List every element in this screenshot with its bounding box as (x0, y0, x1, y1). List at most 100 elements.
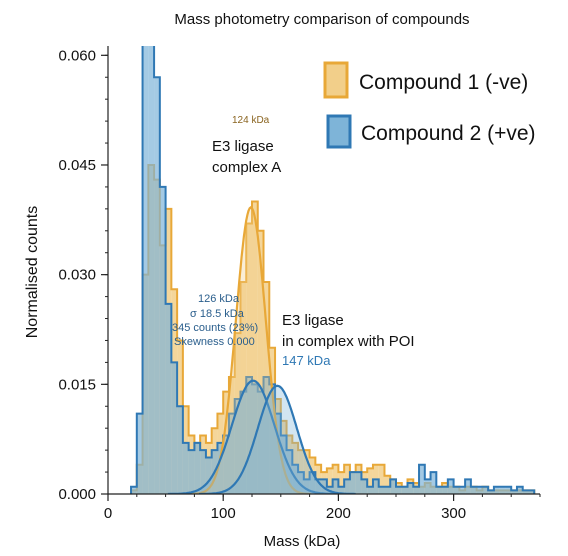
histogram-bar (240, 281, 247, 494)
histogram-bar (159, 186, 166, 494)
fit-area-2 (167, 380, 339, 494)
y-tick-label: 0.060 (58, 47, 96, 64)
histogram-bar (194, 442, 201, 494)
histogram-bar (269, 384, 276, 494)
histogram-bar (413, 486, 420, 494)
histogram-bar (407, 483, 414, 494)
histogram-bar (246, 223, 252, 494)
x-tick-label: 100 (211, 505, 236, 522)
histogram-bar (505, 486, 512, 494)
histogram-bar (315, 479, 322, 494)
histogram-bar (401, 486, 408, 494)
fit-mass-label: 126 kDa (198, 293, 240, 305)
histogram-bar (286, 450, 293, 494)
legend: Compound 1 (-ve) Compound 2 (+ve) (323, 61, 536, 149)
histogram-bar (188, 450, 195, 494)
histogram-bar (257, 230, 264, 494)
series-2 (130, 46, 536, 494)
fit-counts-label: 345 counts (23%) (172, 322, 258, 334)
histogram-bar (217, 442, 224, 494)
histogram-bar (499, 486, 506, 494)
histogram-bar (240, 391, 247, 494)
histogram-bar (436, 486, 443, 494)
fit-curve-2 (167, 379, 339, 494)
fit-curve-1 (190, 206, 311, 494)
y-axis-label: Normalised counts (24, 206, 41, 339)
histogram-bar (263, 377, 270, 494)
histogram-bar (275, 413, 281, 494)
legend-swatch-compound-1 (323, 61, 349, 99)
complex-a-label-line1: E3 ligase (212, 138, 274, 155)
y-tick-label: 0.015 (58, 376, 96, 393)
histogram-bar (177, 406, 183, 494)
histogram-bar (482, 486, 489, 494)
histogram-bar (361, 479, 368, 494)
legend-swatch-compound-2 (326, 114, 352, 149)
histogram-bar (223, 435, 229, 494)
x-tick-label: 300 (441, 505, 466, 522)
x-tick-label: 200 (326, 505, 351, 522)
histogram-bar (182, 442, 189, 494)
y-tick-label: 0.000 (58, 486, 96, 503)
histogram-bar (378, 464, 385, 494)
histogram-bar (493, 486, 500, 494)
legend-label-compound-1: Compound 1 (-ve) (359, 71, 528, 94)
chart-title: Mass photometry comparison of compounds (174, 11, 469, 28)
histogram-bar (516, 486, 523, 494)
histogram-bar (367, 486, 373, 494)
histogram-bar (131, 486, 137, 494)
histogram-bar (396, 486, 402, 494)
fit-area-3 (199, 385, 356, 494)
x-tick-label: 0 (104, 505, 112, 522)
histogram-bar (252, 201, 258, 494)
histogram-bar (298, 472, 304, 494)
fit-skewness-label: Skewness 0.000 (174, 336, 255, 348)
histogram-bar (424, 479, 431, 494)
poi-label-line1: E3 ligase (282, 312, 344, 329)
y-tick-label: 0.030 (58, 267, 96, 284)
histogram-bar (246, 377, 252, 494)
annotations: 124 kDa E3 ligase complex A 126 kDa σ 18… (172, 115, 415, 368)
fit-curve-3 (199, 384, 356, 494)
histogram-bar (309, 472, 316, 494)
histogram-bar (154, 77, 160, 494)
histogram-bar (142, 46, 149, 494)
histogram-bar (453, 486, 460, 494)
histogram-bar (476, 486, 483, 494)
histogram-bar (419, 464, 425, 494)
legend-label-compound-2: Compound 2 (+ve) (361, 122, 536, 145)
histogram-bar (372, 479, 379, 494)
histogram-bar (430, 472, 437, 494)
histogram-bar (344, 479, 350, 494)
histogram-bar (470, 486, 477, 494)
histogram-bar (488, 490, 494, 494)
histogram-bar (465, 479, 471, 494)
y-tick-label: 0.045 (58, 157, 96, 174)
histogram-bar (522, 490, 529, 494)
histogram-outline (130, 46, 536, 494)
histogram-bar (378, 486, 385, 494)
histogram-bar (447, 479, 454, 494)
histogram-bar (442, 486, 448, 494)
histogram-bar (384, 486, 391, 494)
histogram-bar (200, 450, 206, 494)
histogram-bar (303, 450, 310, 494)
peak-label-124: 124 kDa (232, 115, 270, 126)
axes: 0.000 0.015 0.030 0.045 0.060 0 100 200 300 (58, 46, 541, 522)
histogram-bar (165, 303, 172, 494)
histogram-bar (384, 475, 391, 494)
histogram-bar (257, 391, 264, 494)
complex-a-label-line2: complex A (212, 159, 281, 176)
x-axis-label: Mass (kDa) (264, 533, 341, 550)
histogram-bar (332, 479, 339, 494)
histogram-bar (205, 457, 212, 494)
histogram-bar (367, 468, 373, 494)
histogram-bar (528, 490, 535, 494)
histogram-bar (338, 486, 345, 494)
fit-sigma-label: σ 18.5 kDa (190, 308, 245, 320)
histogram-bar (228, 413, 235, 494)
histogram-bar (171, 362, 178, 494)
histogram-bar (326, 468, 333, 494)
histogram-bar (459, 486, 466, 494)
